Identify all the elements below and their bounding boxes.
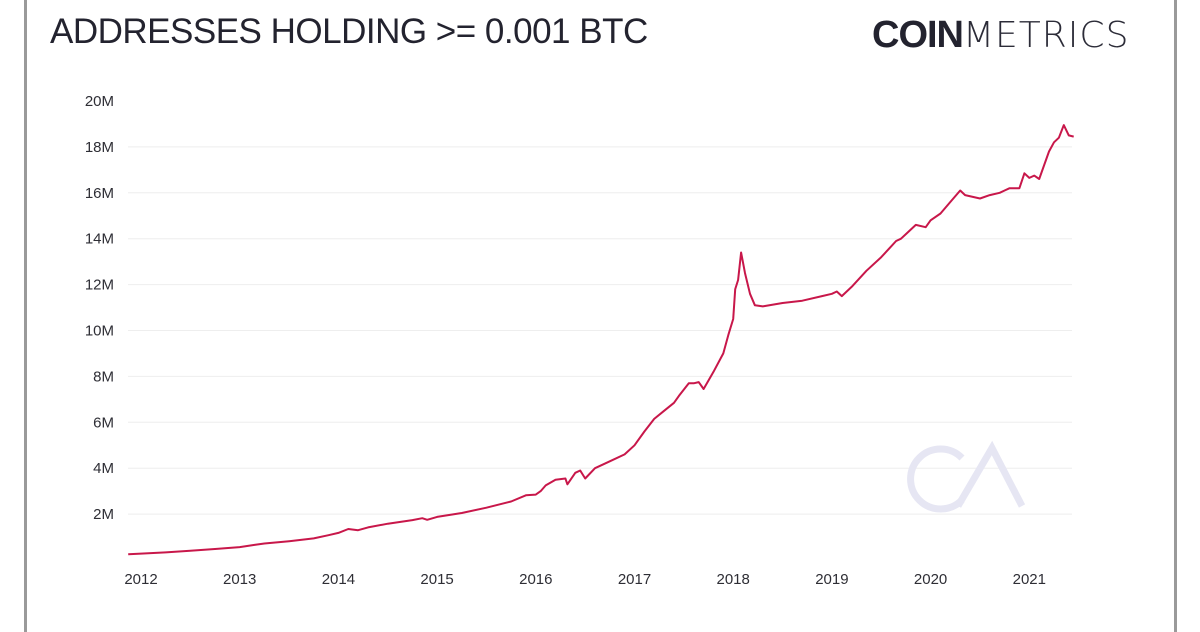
x-tick-label: 2020 — [914, 571, 947, 588]
x-axis-ticks: 2012 2013 2014 2015 2016 2017 2018 2019 2020 2021 — [124, 571, 1046, 588]
y-tick-label: 4M — [93, 460, 114, 477]
x-tick-label: 2013 — [223, 571, 256, 588]
logo-light-text: METRICS — [963, 15, 1130, 56]
y-tick-label: 6M — [93, 414, 114, 431]
chart-title: ADDRESSES HOLDING >= 0.001 BTC — [50, 12, 648, 51]
series-group — [128, 124, 1074, 556]
frame-right-border — [1174, 0, 1177, 632]
x-tick-label: 2016 — [519, 571, 552, 588]
x-tick-label: 2018 — [717, 571, 750, 588]
y-tick-label: 20M — [85, 93, 114, 110]
y-tick-label: 16M — [85, 185, 114, 202]
x-tick-label: 2021 — [1013, 571, 1046, 588]
coinmetrics-logo: COINMETRICS — [872, 14, 1129, 57]
x-tick-label: 2014 — [322, 571, 355, 588]
cm-watermark — [907, 440, 1026, 513]
y-tick-label: 12M — [85, 277, 114, 294]
y-tick-label: 2M — [93, 506, 114, 523]
watermark-m-glyph — [954, 440, 1026, 508]
x-tick-label: 2019 — [815, 571, 848, 588]
x-tick-label: 2012 — [124, 571, 157, 588]
y-tick-label: 18M — [85, 139, 114, 156]
y-tick-label: 10M — [85, 323, 114, 340]
y-tick-label: 14M — [85, 231, 114, 248]
y-tick-label: 8M — [93, 368, 114, 385]
watermark-c-glyph — [907, 445, 965, 513]
x-tick-label: 2015 — [420, 571, 453, 588]
series-line-0 — [128, 124, 1074, 556]
logo-bold-text: COIN — [872, 14, 964, 56]
x-tick-label: 2017 — [618, 571, 651, 588]
gridlines — [128, 146, 1072, 515]
y-axis-ticks: 2M 4M 6M 8M 10M 12M 14M 16M 18M 20M — [85, 93, 114, 523]
frame-left-border — [24, 0, 27, 632]
